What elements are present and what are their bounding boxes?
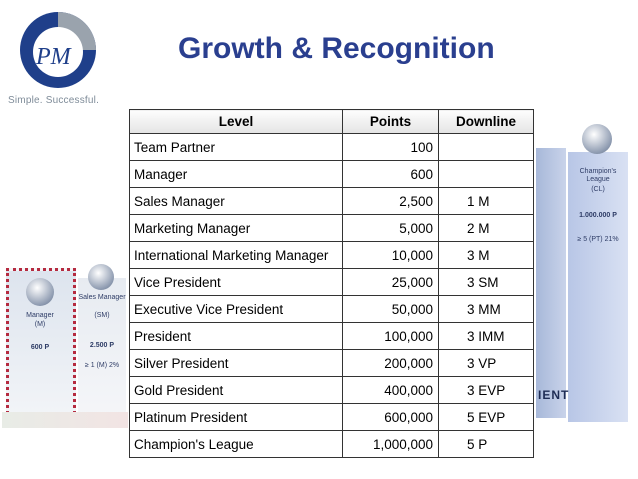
downline-cell: 3 MM bbox=[438, 295, 534, 323]
level-cell: Vice President bbox=[129, 268, 343, 296]
table-row: Champion's League 1,000,000 5 P bbox=[129, 430, 534, 458]
manager-card-points: 600 P bbox=[30, 344, 50, 351]
downline-cell: 3 M bbox=[438, 241, 534, 269]
platinum-card bbox=[536, 148, 566, 418]
level-cell: Gold President bbox=[129, 376, 343, 404]
points-cell: 1,000,000 bbox=[342, 430, 439, 458]
points-cell: 10,000 bbox=[342, 241, 439, 269]
champions-card-points: 1.000.000 P bbox=[579, 212, 617, 219]
table-header-row: Level Points Downline bbox=[129, 109, 534, 134]
manager-card-code: (M) bbox=[34, 321, 46, 328]
header-downline: Downline bbox=[438, 109, 534, 134]
points-cell: 400,000 bbox=[342, 376, 439, 404]
table-row: Marketing Manager 5,000 2 M bbox=[129, 214, 534, 242]
downline-cell bbox=[438, 133, 534, 161]
downline-cell: 1 M bbox=[438, 187, 534, 215]
level-cell: Sales Manager bbox=[129, 187, 343, 215]
table-row: Gold President 400,000 3 EVP bbox=[129, 376, 534, 404]
level-cell: President bbox=[129, 322, 343, 350]
table-row: Manager 600 bbox=[129, 160, 534, 188]
sales-manager-card-code: (SM) bbox=[94, 312, 110, 319]
points-cell: 100,000 bbox=[342, 322, 439, 350]
level-cell: International Marketing Manager bbox=[129, 241, 343, 269]
points-cell: 600,000 bbox=[342, 403, 439, 431]
sales-manager-card-points: 2.500 P bbox=[89, 342, 115, 349]
downline-cell: 3 VP bbox=[438, 349, 534, 377]
sales-manager-card bbox=[78, 278, 126, 420]
level-cell: Executive Vice President bbox=[129, 295, 343, 323]
medal-icon bbox=[26, 278, 54, 306]
points-cell: 25,000 bbox=[342, 268, 439, 296]
table-row: Platinum President 600,000 5 EVP bbox=[129, 403, 534, 431]
champions-card-name: Champion's League bbox=[579, 168, 617, 183]
level-cell: Silver President bbox=[129, 349, 343, 377]
page-title: Growth & Recognition bbox=[178, 32, 495, 65]
points-cell: 600 bbox=[342, 160, 439, 188]
champions-card-code: (CL) bbox=[591, 186, 605, 193]
level-cell: Platinum President bbox=[129, 403, 343, 431]
downline-cell: 5 EVP bbox=[438, 403, 534, 431]
level-cell: Team Partner bbox=[129, 133, 343, 161]
table-row: President 100,000 3 IMM bbox=[129, 322, 534, 350]
points-cell: 5,000 bbox=[342, 214, 439, 242]
header-points: Points bbox=[342, 109, 439, 134]
levels-table: Level Points Downline Team Partner 100 M… bbox=[129, 109, 534, 458]
table-row: Executive Vice President 50,000 3 MM bbox=[129, 295, 534, 323]
points-cell: 200,000 bbox=[342, 349, 439, 377]
table-row: Silver President 200,000 3 VP bbox=[129, 349, 534, 377]
table-row: Sales Manager 2,500 1 M bbox=[129, 187, 534, 215]
pm-logo: PM bbox=[20, 12, 96, 88]
tagline: Simple. Successful. bbox=[8, 95, 100, 106]
logo-lettering: PM bbox=[35, 44, 73, 70]
medal-icon bbox=[88, 264, 114, 290]
level-cell: Champion's League bbox=[129, 430, 343, 458]
champions-card-req: ≥ 5 (PT) 21% bbox=[577, 236, 619, 243]
table-row: Vice President 25,000 3 SM bbox=[129, 268, 534, 296]
level-cell: Manager bbox=[129, 160, 343, 188]
banner-fragment: IENT bbox=[538, 388, 570, 402]
champions-league-card bbox=[568, 152, 628, 422]
downline-cell: 5 P bbox=[438, 430, 534, 458]
sales-manager-card-name: Sales Manager bbox=[78, 294, 126, 301]
points-cell: 100 bbox=[342, 133, 439, 161]
downline-cell: 3 SM bbox=[438, 268, 534, 296]
header-level: Level bbox=[129, 109, 343, 134]
points-cell: 50,000 bbox=[342, 295, 439, 323]
downline-cell: 3 IMM bbox=[438, 322, 534, 350]
medal-icon bbox=[582, 124, 612, 154]
downline-cell bbox=[438, 160, 534, 188]
sales-manager-card-req: ≥ 1 (M) 2% bbox=[84, 362, 120, 369]
downline-cell: 2 M bbox=[438, 214, 534, 242]
manager-card-name: Manager bbox=[26, 312, 54, 319]
table-row: International Marketing Manager 10,000 3… bbox=[129, 241, 534, 269]
table-row: Team Partner 100 bbox=[129, 133, 534, 161]
footer-strip bbox=[2, 412, 128, 428]
downline-cell: 3 EVP bbox=[438, 376, 534, 404]
level-cell: Marketing Manager bbox=[129, 214, 343, 242]
points-cell: 2,500 bbox=[342, 187, 439, 215]
